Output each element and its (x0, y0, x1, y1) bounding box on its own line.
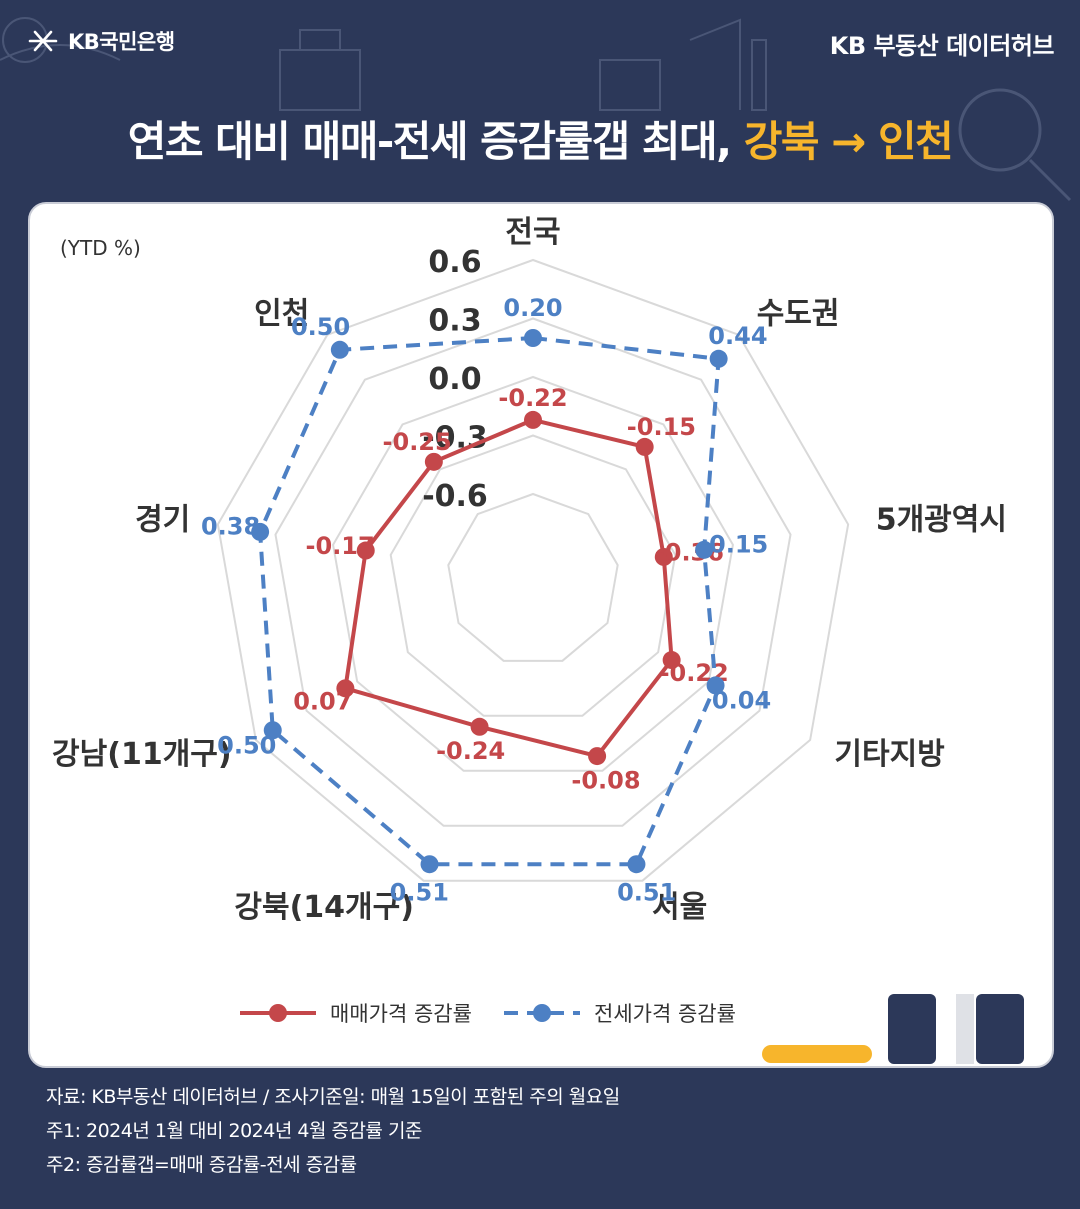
series-line-1 (258, 336, 721, 867)
kb-logo: KB국민은행 (26, 26, 175, 56)
series-0-point-1 (635, 437, 654, 456)
series-1-point-3 (706, 676, 725, 695)
grid-ring-0 (447, 492, 619, 662)
series-1-data-label-5: 0.51 (390, 878, 449, 906)
decorative-block-gray (956, 994, 974, 1064)
category-label-7: 경기 (135, 503, 190, 538)
series-1-point-1 (709, 349, 728, 368)
legend-label-1: 전세가격 증감률 (594, 1002, 736, 1026)
series-1-data-label-7: 0.38 (201, 513, 260, 541)
title-highlight: 강북 → 인천 (743, 117, 954, 166)
series-1-point-0 (524, 329, 542, 347)
category-label-8: 인천 (254, 296, 309, 331)
category-label-2: 5개광역시 (876, 503, 1007, 538)
axis-tick-label-2: 0.0 (428, 362, 481, 397)
footnote-source: 자료: KB부동산 데이터허브 / 조사기준일: 매월 15일이 포함된 주의 … (46, 1086, 620, 1108)
decorative-block-right (976, 994, 1024, 1064)
series-0-data-label-6: 0.07 (293, 687, 352, 715)
series-0-data-label-0: -0.22 (498, 384, 567, 412)
series-1-point-2 (695, 540, 714, 559)
series-0-data-label-4: -0.08 (571, 767, 640, 795)
category-label-6: 강남(11개구) (52, 737, 232, 772)
series-0-point-6 (336, 679, 355, 698)
footnotes: 자료: KB부동산 데이터허브 / 조사기준일: 매월 15일이 포함된 주의 … (46, 1080, 620, 1182)
series-0-data-label-7: -0.17 (306, 532, 375, 560)
footnote-1: 주1: 2024년 1월 대비 2024년 4월 증감률 기준 (46, 1120, 422, 1142)
magnifier-icon (958, 88, 1072, 202)
axis-tick-label-0: -0.6 (422, 479, 488, 514)
category-label-5: 강북(14개구) (234, 890, 414, 925)
series-0-point-7 (356, 541, 375, 560)
category-label-4: 서울 (652, 890, 707, 925)
series-1-point-6 (263, 721, 282, 740)
category-label-0: 전국 (505, 215, 560, 250)
footnote-2: 주2: 증감률갭=매매 증감률-전세 증감률 (46, 1154, 357, 1176)
series-1-data-label-8: 0.50 (291, 313, 350, 341)
decorative-bar (762, 1045, 872, 1063)
series-0-point-5 (470, 717, 489, 736)
series-0-data-label-8: -0.25 (383, 428, 452, 456)
logo-text: KB국민은행 (68, 30, 175, 54)
series-1-point-8 (330, 340, 349, 359)
chart-card (28, 202, 1054, 1068)
series-1-data-label-0: 0.20 (503, 294, 562, 322)
category-label-1: 수도권 (757, 296, 840, 331)
series-0-data-label-1: -0.15 (627, 413, 696, 441)
axis-tick-label-4: 0.6 (428, 245, 481, 280)
series-0-point-0 (524, 410, 542, 429)
series-line-0 (343, 417, 674, 759)
page-title: 연초 대비 매매-전세 증감률갭 최대, 강북 → 인천 (0, 108, 1080, 169)
series-0-data-label-5: -0.24 (436, 737, 505, 765)
grid-ring-3 (274, 317, 792, 827)
series-1-point-7 (251, 522, 270, 541)
series-1-data-label-1: 0.44 (708, 322, 767, 350)
series-1-data-label-6: 0.50 (217, 731, 276, 759)
decorative-block-left (888, 994, 936, 1064)
kb-star-logo-icon (28, 30, 58, 52)
grid-ring-4 (216, 258, 850, 882)
series-0-point-4 (588, 747, 607, 766)
series-0-point-8 (424, 452, 443, 471)
grid-ring-1 (389, 434, 677, 717)
legend-marker-0 (269, 1004, 287, 1022)
legend-marker-1 (533, 1004, 551, 1022)
brand-name: KB 부동산 데이터허브 (829, 32, 1055, 60)
series-0-point-3 (662, 651, 681, 670)
unit-label: (YTD %) (60, 236, 141, 260)
grid-ring-2 (332, 375, 734, 772)
series-0-point-2 (654, 547, 673, 566)
axis-tick-label-1: -0.3 (422, 421, 488, 456)
category-label-3: 기타지방 (834, 737, 945, 772)
series-1-data-label-4: 0.51 (617, 878, 676, 906)
series-1-point-5 (420, 855, 439, 874)
series-1-point-4 (627, 855, 646, 874)
legend-label-0: 매매가격 증감률 (330, 1002, 472, 1026)
axis-tick-label-3: 0.3 (428, 304, 481, 339)
series-1-data-label-3: 0.04 (712, 686, 771, 714)
title-main: 연초 대비 매매-전세 증감률갭 최대, (127, 117, 744, 166)
series-1-data-label-2: -0.15 (699, 531, 768, 559)
